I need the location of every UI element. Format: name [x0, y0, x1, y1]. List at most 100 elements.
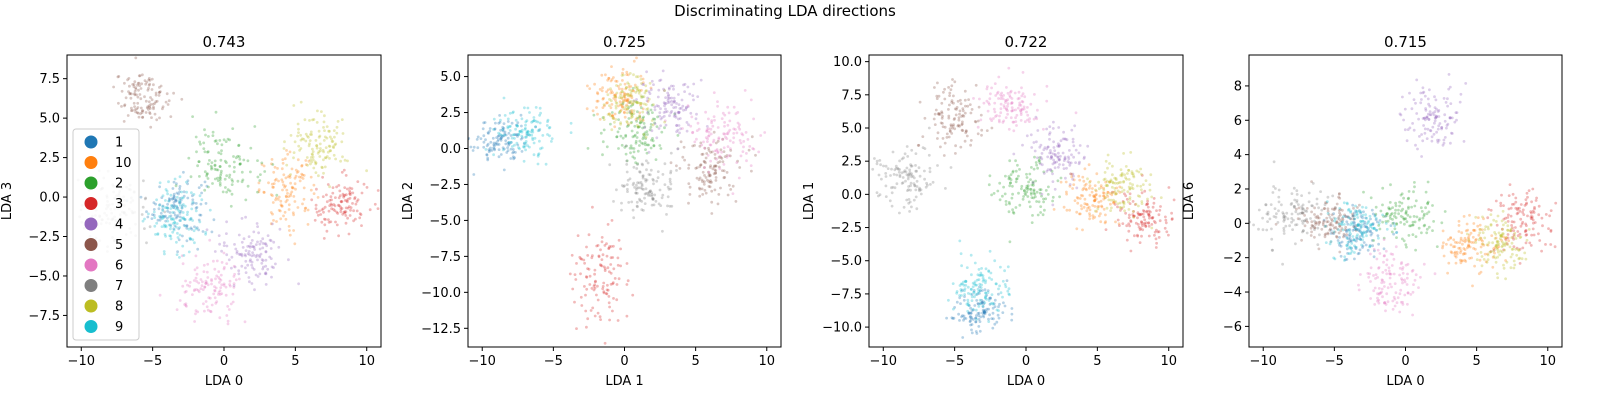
point-class-4 [1449, 102, 1453, 105]
point-class-10 [611, 91, 614, 94]
point-class-8 [297, 131, 300, 135]
point-class-10 [631, 89, 635, 92]
point-class-2 [676, 134, 680, 137]
point-class-5 [1337, 217, 1341, 221]
point-class-10 [596, 92, 600, 96]
point-class-10 [624, 108, 628, 111]
point-class-2 [602, 128, 606, 132]
point-class-4 [659, 124, 662, 128]
point-class-9 [1360, 223, 1364, 227]
point-class-2 [642, 135, 646, 139]
point-class-4 [696, 95, 700, 98]
point-class-3 [358, 212, 362, 216]
point-class-4 [1072, 144, 1076, 148]
point-class-1 [1358, 235, 1362, 239]
point-class-6 [707, 127, 710, 131]
point-class-7 [635, 200, 639, 204]
point-class-10 [284, 217, 288, 221]
point-class-5 [728, 154, 732, 158]
point-class-2 [628, 146, 632, 150]
point-class-4 [677, 103, 681, 106]
point-class-5 [1314, 215, 1318, 219]
point-class-5 [151, 102, 155, 106]
point-class-6 [732, 105, 736, 109]
point-class-6 [710, 121, 713, 125]
point-class-9 [1347, 207, 1351, 211]
point-class-8 [636, 101, 639, 105]
point-class-3 [326, 183, 330, 186]
point-class-6 [1026, 106, 1029, 109]
point-class-9 [1355, 212, 1359, 216]
point-class-4 [677, 124, 681, 127]
point-class-2 [1007, 175, 1011, 178]
point-class-7 [913, 184, 917, 188]
point-class-5 [1297, 206, 1301, 210]
point-class-10 [601, 97, 605, 101]
point-class-6 [976, 125, 980, 129]
point-class-1 [969, 306, 972, 310]
point-class-5 [123, 104, 126, 108]
point-class-3 [340, 170, 344, 174]
point-class-9 [1353, 217, 1356, 221]
point-class-10 [281, 188, 284, 192]
point-class-10 [1083, 184, 1087, 187]
point-class-7 [875, 191, 879, 195]
point-class-4 [673, 99, 676, 103]
point-class-1 [970, 331, 974, 335]
point-class-4 [1056, 155, 1060, 159]
point-class-5 [139, 87, 143, 90]
point-class-2 [218, 181, 222, 185]
point-class-9 [525, 135, 528, 139]
point-class-8 [614, 104, 618, 108]
point-class-1 [502, 126, 506, 130]
point-class-2 [202, 147, 206, 151]
point-class-3 [585, 287, 589, 291]
point-class-3 [352, 209, 355, 213]
point-class-9 [191, 200, 195, 204]
point-class-9 [1006, 289, 1010, 293]
point-class-9 [1361, 205, 1364, 209]
point-class-2 [638, 125, 641, 129]
point-class-9 [1372, 227, 1376, 230]
point-class-5 [157, 91, 161, 94]
point-class-1 [1373, 249, 1376, 253]
point-class-1 [1392, 232, 1395, 236]
point-class-3 [313, 218, 317, 222]
point-class-7 [661, 229, 664, 233]
point-class-8 [1130, 186, 1134, 189]
point-class-1 [973, 304, 977, 307]
point-class-3 [342, 195, 346, 199]
point-class-5 [974, 120, 978, 124]
point-class-2 [223, 177, 227, 181]
point-class-9 [1001, 279, 1005, 283]
point-class-2 [1037, 159, 1041, 163]
point-class-4 [249, 258, 252, 262]
point-class-4 [1427, 118, 1431, 121]
point-class-1 [1345, 247, 1349, 251]
point-class-1 [468, 137, 471, 140]
point-class-9 [1347, 208, 1350, 212]
point-class-8 [1110, 185, 1114, 189]
point-class-8 [293, 140, 297, 144]
point-class-4 [685, 129, 689, 133]
point-class-3 [609, 245, 613, 248]
point-class-6 [1400, 261, 1404, 264]
point-class-1 [993, 298, 997, 302]
point-class-8 [1111, 173, 1114, 177]
point-class-7 [908, 171, 912, 174]
point-class-5 [704, 161, 707, 165]
point-class-3 [1525, 224, 1528, 228]
point-class-4 [1412, 128, 1416, 132]
point-class-8 [631, 101, 635, 105]
point-class-9 [1356, 216, 1360, 219]
point-class-2 [256, 175, 260, 179]
point-class-8 [323, 135, 327, 139]
point-class-3 [1167, 186, 1171, 189]
point-class-9 [1346, 202, 1349, 206]
point-class-9 [1342, 201, 1346, 205]
point-class-10 [301, 202, 304, 206]
point-class-8 [320, 165, 324, 169]
point-class-1 [969, 319, 972, 323]
y-tick-label: 5.0 [841, 122, 862, 137]
point-class-7 [1272, 160, 1276, 164]
